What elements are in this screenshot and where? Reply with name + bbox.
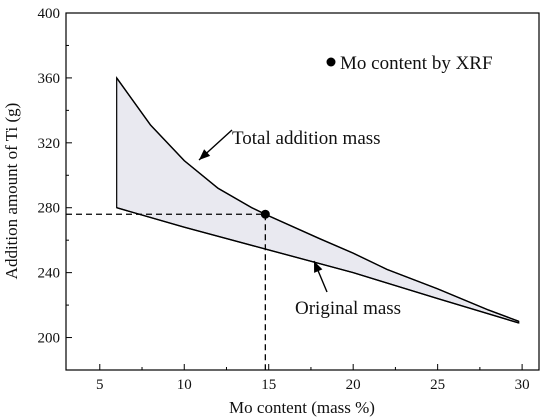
y-tick-label: 360	[38, 71, 61, 87]
x-axis-ticks: 5 10 15 20 25 30	[96, 364, 530, 393]
y-axis-title: Addition amount of Ti (g)	[2, 103, 21, 280]
x-tick-label: 15	[261, 377, 276, 393]
x-tick-label: 5	[96, 377, 104, 393]
y-tick-label: 280	[38, 201, 61, 217]
original-mass-arrow-head	[314, 261, 323, 273]
y-axis-ticks: 200 240 280 320 360 400	[38, 6, 72, 347]
x-axis-title: Mo content (mass %)	[229, 398, 375, 417]
x-tick-label: 20	[346, 377, 361, 393]
series-line-original	[116, 207, 519, 324]
x-tick-label: 10	[177, 377, 192, 393]
plot-frame	[65, 12, 540, 371]
legend-label: Mo content by XRF	[340, 53, 493, 74]
original-mass-label: Original mass	[295, 298, 401, 319]
x-tick-label: 25	[430, 377, 445, 393]
xrf-data-point	[260, 209, 270, 219]
y-tick-label: 400	[38, 6, 61, 22]
annotations	[198, 129, 328, 293]
x-tick-label: 30	[515, 377, 530, 393]
total-mass-arrow-head	[199, 149, 211, 160]
mass-band	[116, 76, 520, 324]
y-tick-label: 200	[38, 331, 61, 347]
band-fill	[116, 76, 520, 324]
reference-lines	[66, 209, 270, 370]
legend-marker	[326, 57, 336, 67]
series-line-total	[116, 77, 519, 322]
y-tick-label: 240	[38, 266, 61, 282]
y-tick-label: 320	[38, 136, 61, 152]
total-mass-label: Total addition mass	[232, 128, 381, 149]
